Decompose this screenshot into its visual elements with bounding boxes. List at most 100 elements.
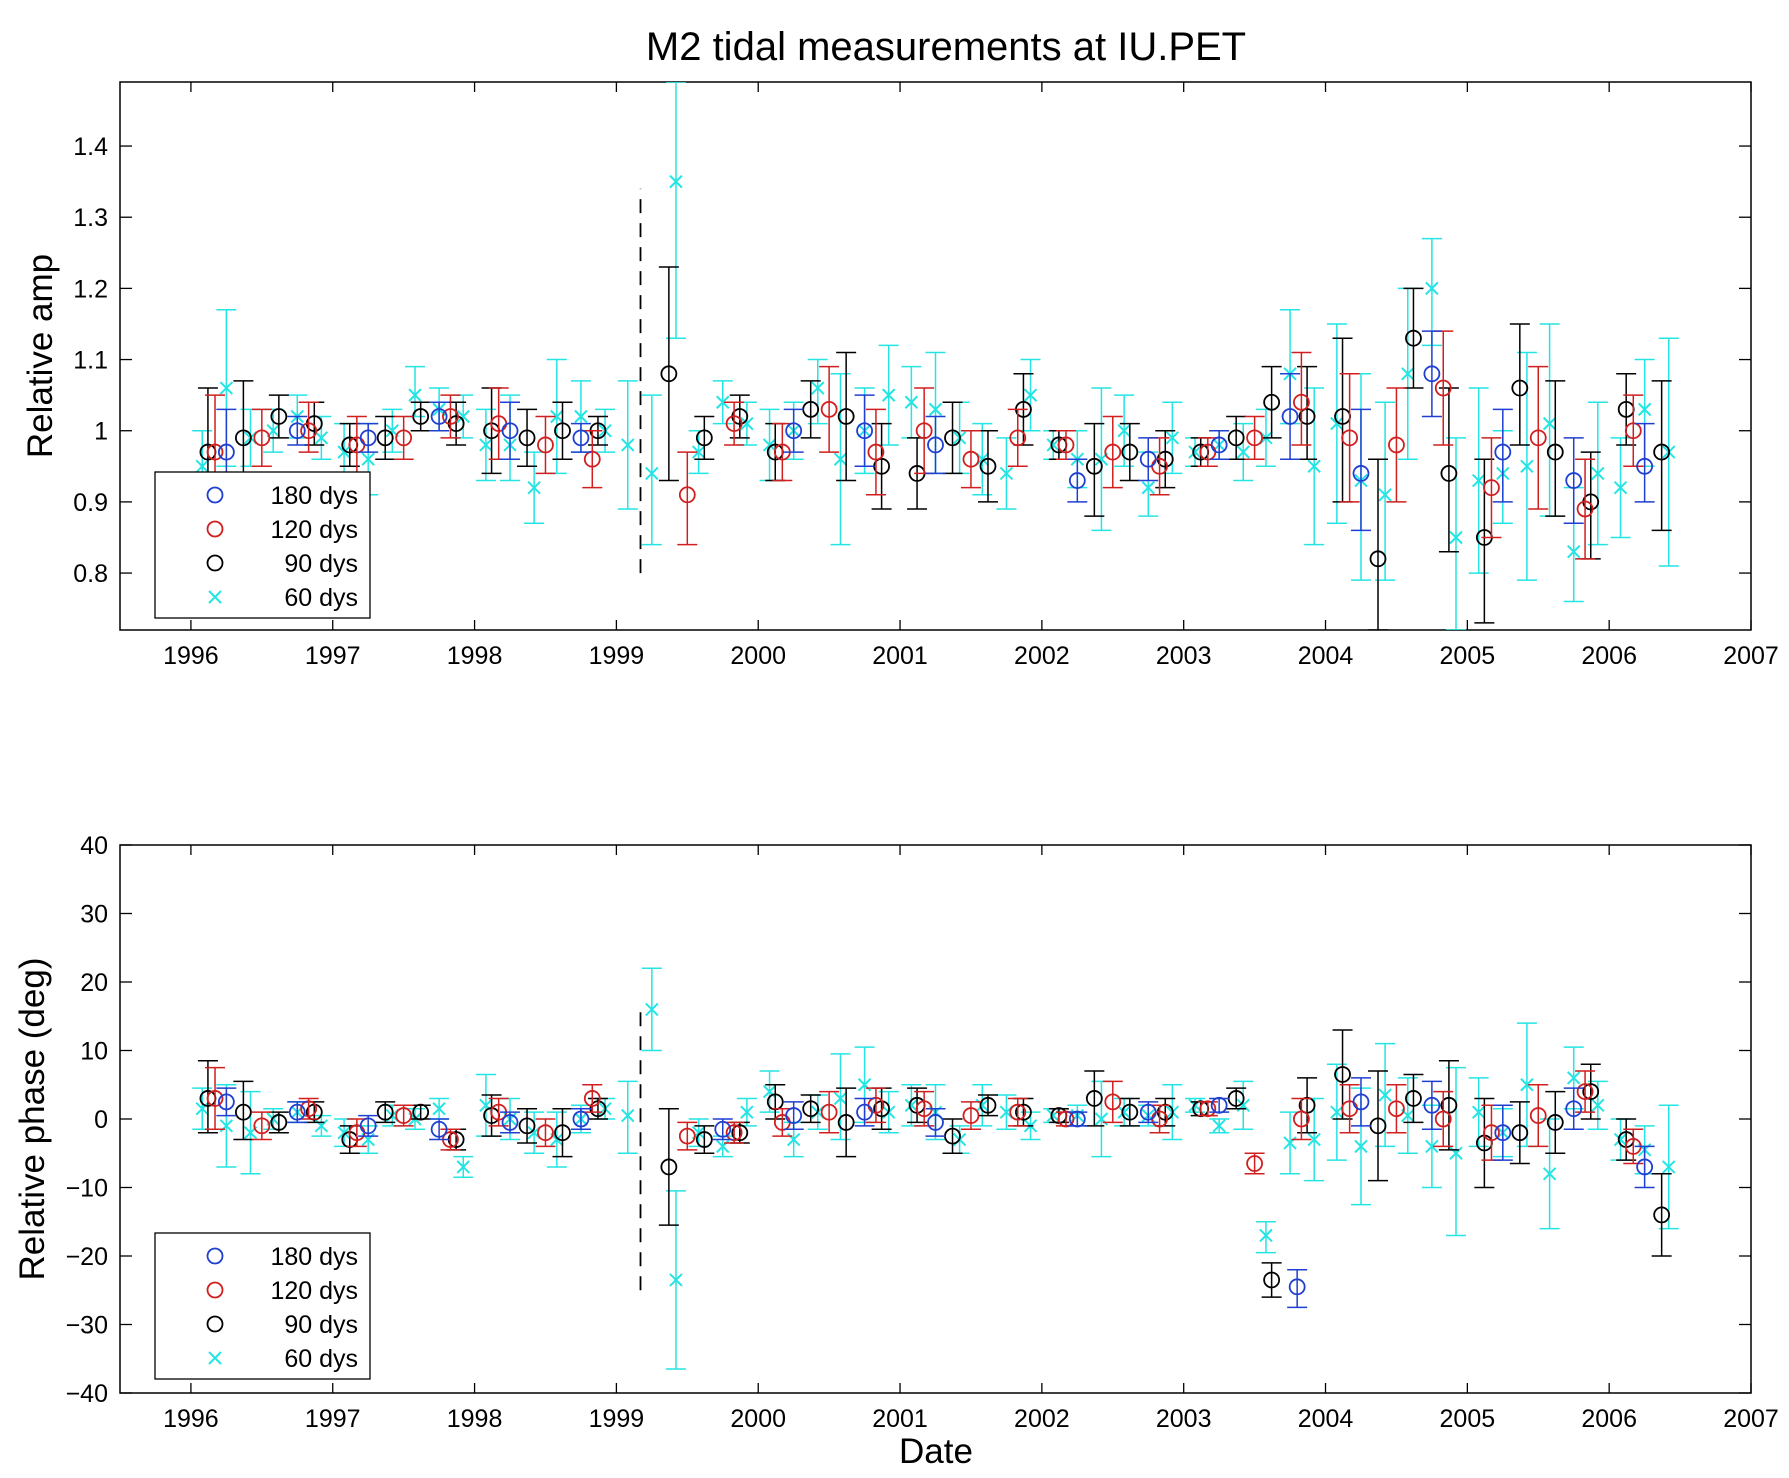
data-point (694, 415, 715, 460)
y-tick-label: 1.3 (73, 204, 108, 232)
data-point (582, 429, 603, 489)
data-point (535, 1118, 556, 1148)
data-point (570, 422, 591, 453)
marker-x (314, 431, 329, 445)
marker-circle (1246, 429, 1264, 447)
y-tick-label: 30 (80, 901, 108, 929)
data-point (1563, 1087, 1584, 1131)
data-point (641, 967, 662, 1052)
marker-circle (1352, 1093, 1370, 1111)
marker-circle (270, 408, 288, 425)
data-point (783, 1101, 804, 1131)
legend-box (154, 471, 371, 619)
x-tick-label: 1998 (447, 642, 503, 670)
marker-circle (501, 422, 519, 440)
data-point (830, 1053, 851, 1141)
data-point (1634, 1145, 1655, 1189)
data-point (453, 1155, 474, 1178)
marker-circle (288, 1103, 306, 1121)
marker-x (1520, 1078, 1534, 1092)
data-point (429, 1118, 450, 1141)
marker-circle (1582, 1083, 1600, 1100)
x-tick-label: 2001 (872, 1405, 928, 1433)
legend-box (154, 1232, 371, 1380)
marker-x (762, 438, 777, 452)
marker-circle (1511, 379, 1529, 397)
marker-circle (660, 1158, 678, 1176)
data-point (1350, 408, 1371, 532)
marker-circle (359, 1117, 377, 1135)
x-tick-label: 2001 (872, 642, 928, 670)
x-tick-label: 2003 (1156, 642, 1212, 670)
data-point (375, 415, 396, 460)
data-point (251, 408, 272, 468)
data-point (1261, 1262, 1282, 1298)
marker-circle (1057, 1110, 1075, 1128)
data-point (358, 1114, 379, 1137)
data-point (1209, 1096, 1230, 1114)
marker-x (1378, 488, 1392, 502)
data-point (1291, 1097, 1312, 1141)
marker-circle (856, 1103, 873, 1121)
x-axis-label: Date (899, 1432, 973, 1471)
data-point (1332, 1029, 1353, 1120)
marker-x (881, 388, 896, 402)
legend-label: 90 dys (284, 550, 358, 578)
marker-circle (206, 1090, 224, 1107)
y-tick-label: 0 (94, 1106, 108, 1134)
marker-circle (1263, 1271, 1281, 1289)
marker-x (456, 1160, 470, 1174)
marker-x (574, 409, 588, 424)
marker-circle (1624, 422, 1642, 440)
data-point (1326, 323, 1347, 524)
marker-circle (1009, 1103, 1027, 1121)
data-point (268, 394, 289, 439)
marker-circle (1405, 329, 1422, 347)
data-point (942, 401, 963, 475)
marker-circle (695, 429, 713, 447)
legend-label: 120 dys (270, 516, 358, 544)
data-point (617, 1080, 638, 1154)
marker-circle (583, 1090, 601, 1107)
data-point (1421, 1080, 1442, 1131)
marker-circle (1576, 500, 1594, 518)
data-layer (192, 967, 1679, 1370)
data-point (1575, 1070, 1596, 1113)
marker-x (928, 402, 943, 417)
marker-circle (572, 1110, 590, 1128)
marker-circle (660, 365, 678, 383)
data-point (1102, 1080, 1123, 1124)
y-axis-label: Relative amp (21, 254, 60, 458)
marker-circle (430, 1120, 448, 1138)
data-point (1226, 415, 1247, 460)
data-point (665, 82, 686, 339)
data-point (587, 415, 608, 446)
marker-x (1117, 424, 1131, 438)
marker-x (904, 395, 919, 409)
marker-circle (802, 1100, 820, 1118)
data-point (1084, 422, 1105, 517)
data-point (688, 429, 709, 475)
legend-marker-circle (206, 1315, 224, 1333)
legend-marker-x (208, 590, 222, 604)
marker-x (1236, 445, 1250, 459)
marker-circle (867, 443, 885, 461)
marker-circle (1341, 429, 1359, 447)
marker-x (479, 438, 493, 452)
data-point (1403, 1073, 1424, 1124)
marker-x (1542, 1167, 1557, 1181)
data-point (836, 1087, 857, 1158)
marker-circle (915, 422, 933, 440)
y-tick-label: 1 (94, 418, 108, 446)
marker-circle (583, 450, 601, 468)
marker-circle (1085, 457, 1103, 475)
x-tick-label: 1997 (305, 642, 361, 670)
x-tick-label: 1997 (305, 1405, 361, 1433)
marker-circle (554, 422, 571, 440)
data-point (216, 1087, 237, 1117)
marker-circle (1104, 443, 1122, 461)
marker-x (716, 395, 730, 409)
marker-circle (1104, 1093, 1122, 1111)
data-point (1209, 429, 1230, 460)
series-120-dys (205, 330, 1644, 560)
